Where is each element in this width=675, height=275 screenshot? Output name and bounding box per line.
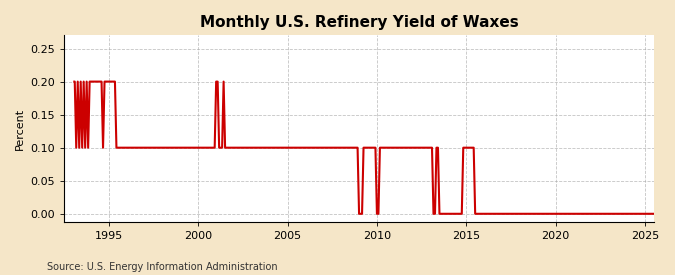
Text: Source: U.S. Energy Information Administration: Source: U.S. Energy Information Administ… — [47, 262, 278, 272]
Y-axis label: Percent: Percent — [15, 108, 25, 150]
Title: Monthly U.S. Refinery Yield of Waxes: Monthly U.S. Refinery Yield of Waxes — [200, 15, 518, 30]
